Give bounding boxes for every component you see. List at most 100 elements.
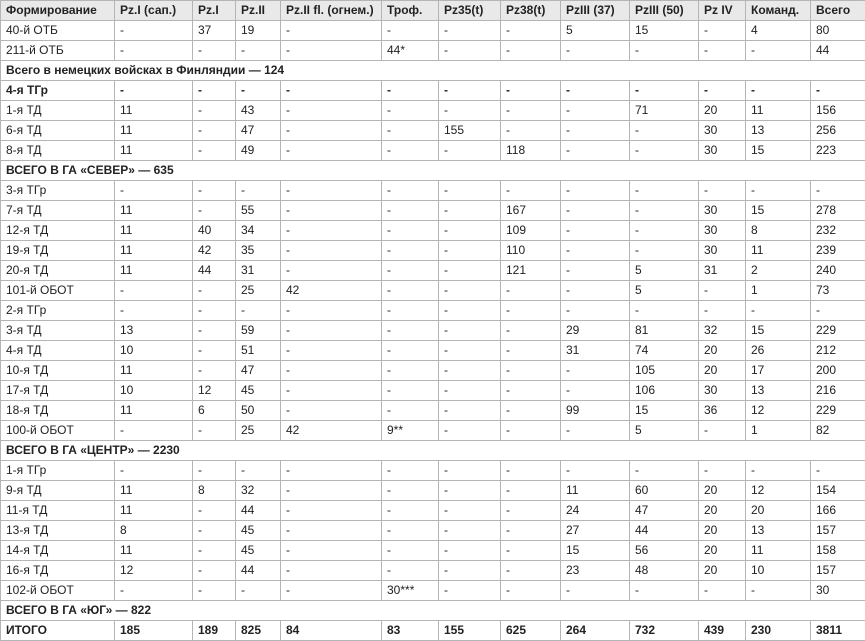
cell: -: [561, 281, 630, 301]
cell: -: [561, 141, 630, 161]
unit-name: 4-я ТГр: [1, 81, 115, 101]
cell: -: [630, 241, 699, 261]
cell: 42: [193, 241, 236, 261]
cell: -: [115, 301, 193, 321]
cell: 732: [630, 621, 699, 641]
cell: 13: [746, 121, 811, 141]
cell: 35: [236, 241, 281, 261]
cell: 825: [236, 621, 281, 641]
cell: -: [811, 81, 865, 101]
cell: -: [501, 561, 561, 581]
cell: 82: [811, 421, 865, 441]
cell: 157: [811, 521, 865, 541]
cell: -: [382, 341, 439, 361]
cell: -: [811, 181, 865, 201]
cell: -: [193, 421, 236, 441]
cell: 31: [561, 341, 630, 361]
cell: 229: [811, 321, 865, 341]
cell: 51: [236, 341, 281, 361]
cell: -: [382, 21, 439, 41]
cell: 15: [746, 321, 811, 341]
cell: 30: [699, 241, 746, 261]
cell: 20: [699, 501, 746, 521]
column-header: Формирование: [1, 1, 115, 21]
cell: 84: [281, 621, 382, 641]
cell: 105: [630, 361, 699, 381]
cell: -: [561, 261, 630, 281]
cell: -: [561, 421, 630, 441]
cell: -: [193, 521, 236, 541]
cell: 109: [501, 221, 561, 241]
cell: 44: [236, 561, 281, 581]
cell: 15: [746, 201, 811, 221]
cell: -: [281, 481, 382, 501]
cell: -: [811, 301, 865, 321]
unit-name: 20-я ТД: [1, 261, 115, 281]
cell: 15: [561, 541, 630, 561]
cell: -: [382, 261, 439, 281]
cell: 155: [439, 121, 501, 141]
cell: 230: [746, 621, 811, 641]
cell: -: [281, 501, 382, 521]
cell: -: [561, 301, 630, 321]
unit-name: 3-я ТГр: [1, 181, 115, 201]
cell: 154: [811, 481, 865, 501]
cell: -: [236, 461, 281, 481]
cell: -: [439, 141, 501, 161]
cell: 45: [236, 521, 281, 541]
table-row: 102-й ОБОТ----30***------30: [1, 581, 865, 601]
cell: 256: [811, 121, 865, 141]
cell: 24: [561, 501, 630, 521]
cell: 30: [699, 381, 746, 401]
cell: 5: [630, 281, 699, 301]
cell: 439: [699, 621, 746, 641]
cell: -: [193, 501, 236, 521]
column-header: PzIII (37): [561, 1, 630, 21]
cell: -: [439, 481, 501, 501]
cell: -: [193, 561, 236, 581]
unit-name: 18-я ТД: [1, 401, 115, 421]
cell: -: [699, 181, 746, 201]
cell: -: [281, 521, 382, 541]
cell: 185: [115, 621, 193, 641]
cell: 50: [236, 401, 281, 421]
cell: -: [439, 581, 501, 601]
cell: -: [115, 461, 193, 481]
cell: 216: [811, 381, 865, 401]
cell: 44: [811, 41, 865, 61]
cell: -: [630, 141, 699, 161]
cell: -: [382, 361, 439, 381]
cell: -: [193, 101, 236, 121]
column-header: Pz.I: [193, 1, 236, 21]
cell: 167: [501, 201, 561, 221]
unit-name: 8-я ТД: [1, 141, 115, 161]
cell: 80: [811, 21, 865, 41]
cell: -: [561, 581, 630, 601]
cell: -: [630, 581, 699, 601]
cell: -: [115, 21, 193, 41]
unit-name: 11-я ТД: [1, 501, 115, 521]
cell: -: [630, 181, 699, 201]
cell: 20: [699, 541, 746, 561]
cell: -: [281, 401, 382, 421]
cell: -: [281, 581, 382, 601]
cell: 30: [699, 121, 746, 141]
cell: 110: [501, 241, 561, 261]
cell: -: [382, 281, 439, 301]
cell: -: [193, 301, 236, 321]
cell: -: [281, 201, 382, 221]
cell: -: [501, 421, 561, 441]
cell: 44: [236, 501, 281, 521]
table-row: 4-я ТГр------------: [1, 81, 865, 101]
cell: -: [236, 181, 281, 201]
cell: -: [281, 141, 382, 161]
cell: 11: [746, 101, 811, 121]
cell: -: [439, 321, 501, 341]
cell: -: [236, 81, 281, 101]
